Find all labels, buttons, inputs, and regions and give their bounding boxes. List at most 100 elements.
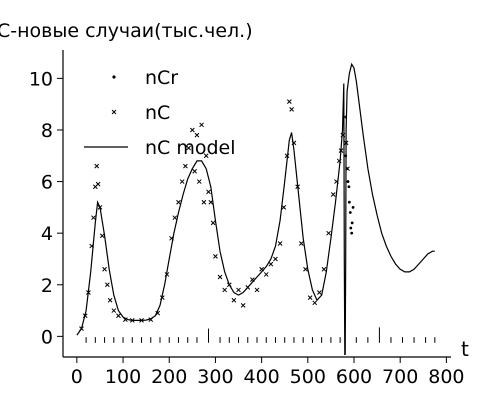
- x-tick-label: 400: [243, 366, 279, 388]
- point-nc: [263, 272, 269, 277]
- x-tick-label: 500: [290, 366, 326, 388]
- series-layer: [76, 62, 435, 355]
- point-nc: [186, 145, 191, 151]
- legend: nCr nC nC model: [84, 67, 236, 159]
- point-ncr: [350, 231, 354, 235]
- point-nc: [222, 287, 228, 293]
- point-nc: [102, 266, 107, 272]
- point-nc: [86, 290, 91, 295]
- point-nc: [79, 326, 84, 331]
- point-nc: [217, 274, 223, 280]
- point-nc: [303, 266, 308, 272]
- point-nc: [94, 163, 100, 169]
- point-ncr: [344, 154, 348, 158]
- y-tick-label: 6: [41, 172, 53, 194]
- point-nc: [321, 266, 327, 272]
- point-ncr: [346, 180, 350, 183]
- y-tick-label: 8: [41, 120, 53, 142]
- x-tick-label: 100: [105, 366, 141, 388]
- point-nc: [196, 179, 202, 184]
- point-nc: [342, 114, 348, 120]
- point-nc: [91, 215, 96, 221]
- point-nc: [240, 303, 246, 308]
- point-nc: [82, 313, 88, 319]
- point-nc: [201, 199, 207, 205]
- point-nc: [273, 256, 278, 262]
- point-nc: [111, 308, 117, 313]
- point-nc: [176, 199, 181, 205]
- point-nc: [284, 153, 290, 159]
- point-nc: [89, 243, 94, 249]
- point-nc: [107, 297, 113, 303]
- legend-label: nC model: [145, 137, 236, 159]
- point-nc: [326, 230, 331, 236]
- x-tick-label: 200: [151, 366, 187, 388]
- point-nc: [236, 287, 241, 293]
- point-nc: [213, 254, 218, 259]
- point-ncr: [348, 211, 352, 214]
- point-nc: [317, 290, 322, 295]
- point-ncr: [345, 167, 349, 171]
- point-nc: [189, 127, 195, 133]
- point-nc: [99, 233, 105, 239]
- point-nc: [159, 295, 165, 301]
- legend-label: nCr: [145, 67, 178, 89]
- x-tick-label: 700: [382, 366, 418, 388]
- point-nc: [116, 313, 121, 319]
- point-nc: [281, 205, 287, 210]
- point-nc: [250, 277, 255, 282]
- y-tick-label: 0: [41, 326, 53, 348]
- y-tick-label: 4: [41, 223, 53, 245]
- point-ncr: [347, 185, 351, 189]
- point-nc: [199, 122, 204, 128]
- point-nc: [179, 179, 185, 184]
- point-nc: [330, 192, 336, 197]
- point-nc: [291, 140, 297, 146]
- point-nc: [192, 168, 197, 174]
- point-nc: [123, 317, 128, 322]
- point-nc: [336, 158, 342, 164]
- x-tick-label: 0: [71, 366, 83, 388]
- point-nc: [343, 140, 349, 146]
- point-nc: [183, 163, 188, 169]
- point-nc: [155, 310, 161, 316]
- point-nc: [259, 266, 264, 272]
- tick-labels: 0 100 200 300 400 500 600 700 800 0 2 4 6 8 10: [29, 68, 465, 388]
- point-nc: [203, 153, 209, 159]
- point-nc: [340, 132, 346, 138]
- event-lines: [85, 327, 436, 343]
- x-axis-label: t: [461, 337, 469, 361]
- point-nc: [245, 284, 251, 290]
- legend-marker-x: [111, 109, 117, 115]
- point-nc: [298, 241, 304, 246]
- point-nc: [289, 106, 294, 112]
- point-nc: [97, 205, 103, 210]
- point-nc: [338, 148, 344, 153]
- point-nc: [286, 99, 292, 104]
- point-nc: [164, 272, 170, 277]
- y-tick-label: 2: [41, 275, 53, 297]
- point-nc: [268, 261, 274, 267]
- point-nc: [254, 287, 260, 293]
- series-line-nc-model: [76, 62, 435, 355]
- point-ncr: [351, 205, 355, 209]
- legend-marker-dot: [112, 75, 116, 79]
- point-nc: [148, 317, 154, 322]
- point-nc: [169, 235, 174, 241]
- point-ncr: [349, 226, 353, 230]
- x-tick-label: 600: [336, 366, 372, 388]
- x-tick-label: 800: [428, 366, 464, 388]
- point-nc: [312, 300, 318, 306]
- legend-label: nC: [145, 102, 170, 124]
- x-tick-label: 300: [197, 366, 233, 388]
- point-nc: [307, 295, 313, 301]
- point-nc: [210, 220, 216, 226]
- point-nc: [208, 199, 214, 205]
- point-nc: [194, 132, 200, 138]
- point-nc: [277, 241, 283, 246]
- chart-title: С-новые случаи(тыс.чел.): [0, 20, 253, 42]
- point-nc: [231, 297, 237, 303]
- point-nc: [334, 179, 339, 184]
- point-nc: [104, 282, 110, 288]
